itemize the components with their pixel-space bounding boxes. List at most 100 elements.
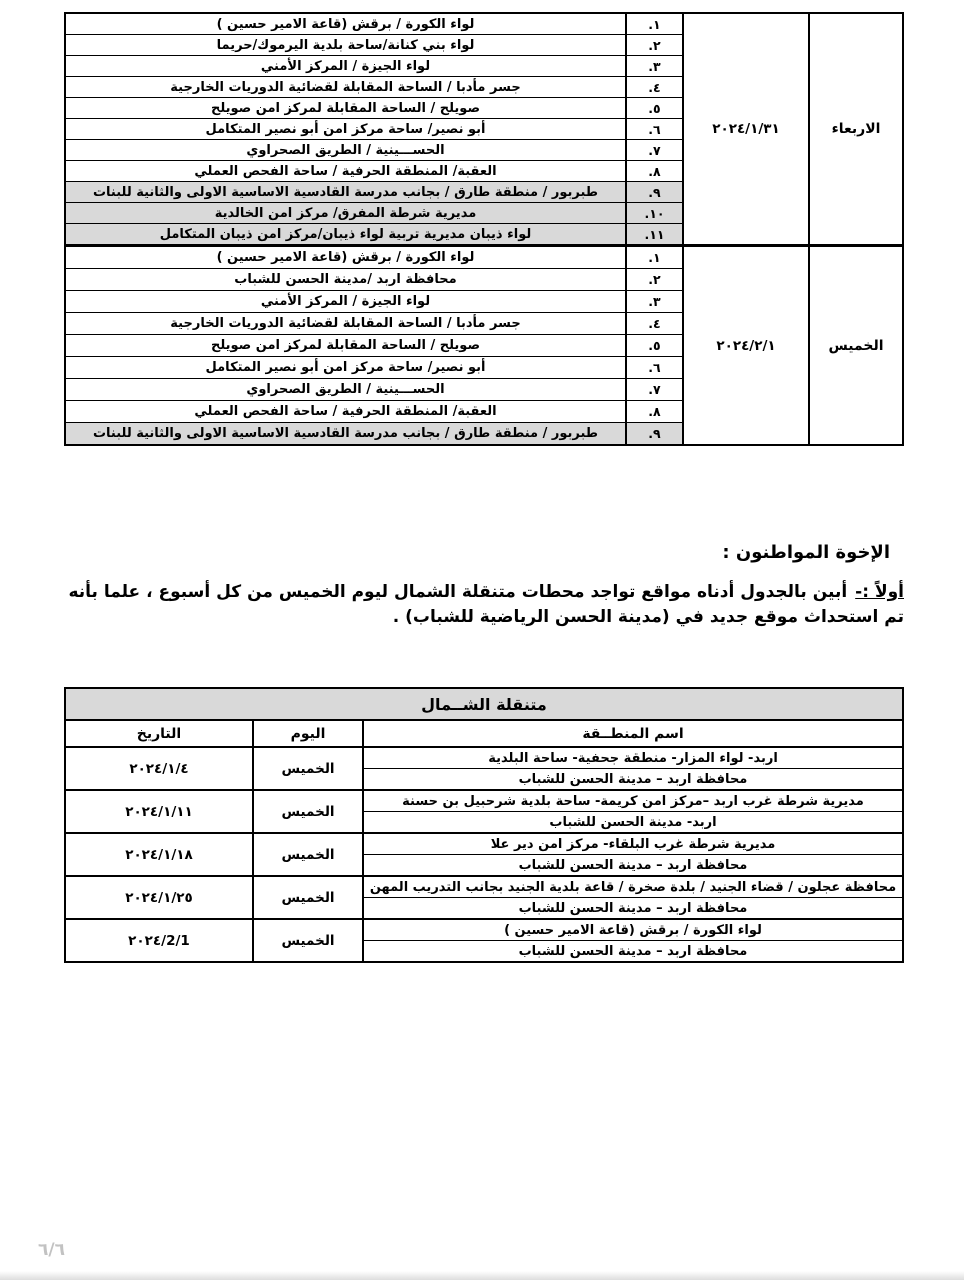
row-number-cell: ١٠. [625, 202, 684, 224]
north-row: اربد- لواء المزار- منطقة جحفية- ساحة الب… [64, 746, 904, 791]
date-cell: ٢٠٢٤/٢/١ [682, 245, 810, 446]
location-cell: العقبة/ المنطقة الحرفية / ساحة الفحص الع… [64, 400, 627, 423]
schedule-section-2: الخميس ٢٠٢٤/٢/١ ١. لواء الكورة / برقش (قاعة… [64, 245, 904, 446]
row-number-cell: ٨. [625, 400, 684, 423]
day-cell: الخميس [252, 918, 364, 963]
area-cell: محافظة اربد – مدينة الحسن للشباب [362, 940, 904, 963]
day-cell: الخميس [252, 832, 364, 877]
location-cell: لواء الكورة / برقش (قاعة الامير حسين ) [64, 12, 627, 35]
row-number-cell: ٩. [625, 422, 684, 446]
location-cell: صويلح / الساحة المقابلة لمركز امن صويلح [64, 334, 627, 357]
area-cell: مديرية شرطة غرب البلقاء- مركز امن دير عل… [362, 832, 904, 855]
north-row: محافظة عجلون / قضاء الجنيد / بلدة صخرة /… [64, 875, 904, 920]
column-header-area: اسم المنطــقة [362, 719, 904, 748]
row-number-cell: ٧. [625, 139, 684, 161]
row-number-cell: ٥. [625, 334, 684, 357]
location-cell: لواء الجيزة / المركز الأمني [64, 55, 627, 77]
day-cell: الاربعاء [808, 12, 904, 246]
day-cell: الخميس [252, 789, 364, 834]
area-cell: محافظة اربد – مدينة الحسن للشباب [362, 768, 904, 791]
first-note-line1: أولاً :- أبين بالجدول أدناه مواقع تواجد م… [58, 580, 904, 605]
row-number-cell: ٣. [625, 55, 684, 77]
first-note-text2: تم استحداث موقع جديد في (مدينة الحسن الر… [392, 607, 904, 627]
row-number-cell: ٤. [625, 312, 684, 335]
north-row-group: لواء الكورة / برقش (قاعة الامير حسين ) ال… [64, 918, 904, 963]
location-cell: مديرية شرطة المفرق/ مركز امن الخالدية [64, 202, 627, 224]
date-cell: ٢٠٢٤/١/٣١ [682, 12, 810, 246]
page-number: ٦/٦ [38, 1240, 65, 1260]
row-number-cell: ٥. [625, 97, 684, 119]
schedule-row: ٧. الحســـينية / الطريق الصحراوي [64, 139, 903, 161]
schedule-row: الاربعاء ٢٠٢٤/١/٣١ ١. لواء الكورة / برقش (ق… [64, 12, 904, 246]
date-cell: ٢٠٢٤/2/1 [64, 918, 254, 963]
schedule-row: الخميس ٢٠٢٤/٢/١ ١. لواء الكورة / برقش (قاعة… [64, 245, 904, 446]
row-number-cell: ٢. [625, 268, 684, 291]
first-note-label: أولاً :- [855, 582, 904, 602]
north-row: اربد- مدينة الحسن للشباب [65, 811, 904, 834]
north-row: محافظة اربد – مدينة الحسن للشباب [65, 768, 904, 791]
north-table-title: متنقلة الشــمال [64, 687, 904, 721]
location-cell: لواء ذيبان مديرية تربية لواء ذيبان/مركز … [64, 223, 627, 246]
row-number-cell: ٤. [625, 76, 684, 98]
location-cell: محافظة اربد /مدينة الحسن للشباب [64, 268, 627, 291]
citizens-heading: الإخوة المواطنون : [722, 542, 890, 563]
location-cell: طبربور / منطقة طارق / بجانب مدرسة القادس… [64, 181, 627, 203]
row-number-cell: ١. [625, 245, 684, 269]
date-cell: ٢٠٢٤/١/١٨ [64, 832, 254, 877]
north-row: محافظة اربد – مدينة الحسن للشباب [65, 897, 904, 920]
schedule-row: ١١. لواء ذيبان مديرية تربية لواء ذيبان/مر… [64, 223, 903, 246]
day-cell: الخميس [252, 875, 364, 920]
first-note: أولاً :- أبين بالجدول أدناه مواقع تواجد م… [58, 580, 904, 630]
row-number-cell: ٢. [625, 34, 684, 56]
date-cell: ٢٠٢٤/١/٢٥ [64, 875, 254, 920]
location-cell: صويلح / الساحة المقابلة لمركز امن صويلح [64, 97, 627, 119]
area-cell: اربد- مدينة الحسن للشباب [362, 811, 904, 834]
north-row: مديرية شرطة غرب البلقاء- مركز امن دير عل… [64, 832, 904, 877]
north-row-group: محافظة عجلون / قضاء الجنيد / بلدة صخرة /… [64, 875, 904, 920]
row-number-cell: ٩. [625, 181, 684, 203]
row-number-cell: ١. [625, 12, 684, 35]
location-cell: أبو نصير/ ساحة مركز امن أبو نصير المتكام… [64, 356, 627, 379]
location-cell: جسر مأدبا / الساحة المقابلة لقضائية الدو… [64, 312, 627, 335]
day-cell: الخميس [252, 746, 364, 791]
north-mobile-table: متنقلة الشــمال اسم المنطــقة اليوم التا… [63, 687, 904, 963]
location-cell: العقبة/ المنطقة الحرفية / ساحة الفحص الع… [64, 160, 627, 182]
location-cell: الحســـينية / الطريق الصحراوي [64, 139, 627, 161]
schedule-row: ٥. صويلح / الساحة المقابلة لمركز امن صويل… [64, 334, 903, 357]
location-cell: الحســـينية / الطريق الصحراوي [64, 378, 627, 401]
north-row-group: اربد- لواء المزار- منطقة جحفية- ساحة الب… [64, 746, 904, 791]
schedule-row: ٨. العقبة/ المنطقة الحرفية / ساحة الفحص ا… [64, 400, 903, 423]
date-cell: ٢٠٢٤/١/١١ [64, 789, 254, 834]
schedule-row: ١٠. مديرية شرطة المفرق/ مركز امن الخالدية [64, 202, 903, 224]
north-table-title-row: متنقلة الشــمال [64, 687, 904, 721]
schedule-row: ٨. العقبة/ المنطقة الحرفية / ساحة الفحص ا… [64, 160, 903, 182]
row-number-cell: ٣. [625, 290, 684, 313]
row-number-cell: ٦. [625, 356, 684, 379]
schedule-row: ٩. طبربور / منطقة طارق / بجانب مدرسة القا… [64, 181, 903, 203]
schedule-section-1: الاربعاء ٢٠٢٤/١/٣١ ١. لواء الكورة / برقش (ق… [64, 12, 904, 246]
schedule-row: ٩. طبربور / منطقة طارق / بجانب مدرسة القا… [64, 422, 903, 446]
row-number-cell: ٦. [625, 118, 684, 140]
area-cell: محافظة عجلون / قضاء الجنيد / بلدة صخرة /… [362, 875, 904, 898]
column-header-day: اليوم [252, 719, 364, 748]
north-row: لواء الكورة / برقش (قاعة الامير حسين ) ال… [64, 918, 904, 963]
location-cell: لواء الجيزة / المركز الأمني [64, 290, 627, 313]
row-number-cell: ٨. [625, 160, 684, 182]
area-cell: لواء الكورة / برقش (قاعة الامير حسين ) [362, 918, 904, 941]
north-row-group: مديرية شرطة غرب البلقاء- مركز امن دير عل… [64, 832, 904, 877]
day-cell: الخميس [808, 245, 904, 446]
north-row: مديرية شرطة غرب اربد –مركز امن كريمة- سا… [64, 789, 904, 834]
mobile-stations-schedule-table: الاربعاء ٢٠٢٤/١/٣١ ١. لواء الكورة / برقش (ق… [64, 12, 904, 446]
area-cell: اربد- لواء المزار- منطقة جحفية- ساحة الب… [362, 746, 904, 769]
north-row: محافظة اربد – مدينة الحسن للشباب [65, 940, 904, 963]
date-cell: ٢٠٢٤/١/٤ [64, 746, 254, 791]
location-cell: لواء الكورة / برقش (قاعة الامير حسين ) [64, 245, 627, 269]
area-cell: محافظة اربد – مدينة الحسن للشباب [362, 854, 904, 877]
scan-edge-shadow [0, 1271, 964, 1280]
location-cell: طبربور / منطقة طارق / بجانب مدرسة القادس… [64, 422, 627, 446]
row-number-cell: ٧. [625, 378, 684, 401]
location-cell: أبو نصير/ ساحة مركز امن أبو نصير المتكام… [64, 118, 627, 140]
location-cell: جسر مأدبا / الساحة المقابلة لقضائية الدو… [64, 76, 627, 98]
first-note-text1: أبين بالجدول أدناه مواقع تواجد محطات متن… [68, 582, 848, 602]
